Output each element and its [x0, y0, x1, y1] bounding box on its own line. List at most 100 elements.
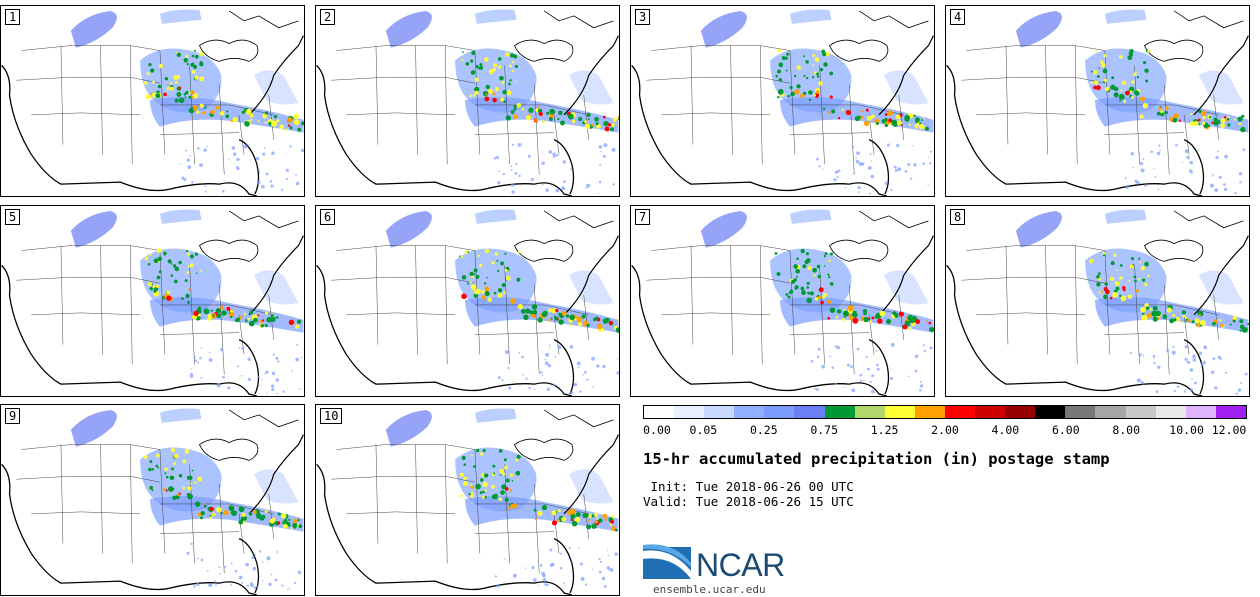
scattered-showers [185, 149, 188, 152]
convective-cell [501, 282, 506, 288]
scattered-showers [223, 565, 227, 569]
rain-shield-northwest [70, 210, 117, 248]
convective-cell [841, 108, 844, 112]
scattered-showers [537, 585, 540, 587]
scattered-showers [263, 373, 266, 375]
scattered-showers [834, 382, 838, 386]
convective-cell [485, 248, 490, 254]
scattered-showers [816, 355, 820, 359]
convective-cell [191, 70, 196, 74]
scattered-showers [583, 370, 587, 374]
convective-cell [800, 286, 805, 291]
convective-cell [1140, 306, 1146, 313]
scattered-showers [1189, 368, 1194, 372]
rain-north [159, 209, 202, 224]
convective-cell [189, 263, 194, 268]
scattered-showers [1154, 175, 1157, 178]
scattered-showers [922, 344, 925, 347]
scattered-showers [607, 554, 610, 557]
convective-cell [1105, 289, 1110, 295]
state-boundary [534, 85, 540, 175]
scattered-showers [876, 363, 879, 367]
canada-border [858, 210, 929, 229]
convective-cell [295, 324, 300, 329]
convective-cell [511, 70, 515, 73]
state-boundary [504, 65, 510, 165]
ensemble-member-panel: 10 [315, 404, 620, 596]
convective-cell [814, 297, 819, 301]
convective-cell [822, 295, 826, 299]
convective-cell [194, 252, 199, 256]
convective-cell [504, 465, 509, 470]
convective-cell [549, 117, 553, 121]
state-boundary [331, 476, 475, 483]
convective-cell [185, 90, 189, 95]
convective-cell [1155, 317, 1158, 320]
state-boundary [159, 332, 240, 335]
state-boundary [661, 312, 771, 316]
scattered-showers [200, 376, 203, 379]
rain-north [1104, 9, 1147, 24]
state-boundary [1104, 250, 1111, 355]
convective-cell [805, 60, 809, 64]
convective-cell [194, 501, 201, 507]
convective-cell [477, 254, 480, 258]
state-boundary [789, 132, 870, 135]
convective-cell [163, 251, 166, 254]
scattered-showers [186, 158, 190, 162]
scattered-showers [834, 170, 839, 174]
convective-cell [525, 115, 531, 121]
convective-cell [148, 63, 152, 67]
state-boundary [331, 77, 475, 84]
state-boundary [31, 511, 141, 515]
convective-cell [818, 287, 824, 293]
convective-cell [598, 518, 603, 523]
convective-cell [827, 316, 831, 320]
coastline [316, 463, 573, 595]
scattered-showers [541, 571, 545, 576]
scattered-showers [821, 364, 825, 369]
convective-cell [1131, 95, 1135, 99]
convective-cell [1142, 102, 1149, 109]
convective-cell [532, 310, 538, 315]
state-boundary [1104, 304, 1219, 316]
convective-cell [604, 317, 610, 323]
colorbar-swatch [794, 406, 825, 418]
convective-cell [1144, 68, 1149, 73]
convective-cell [835, 315, 839, 319]
scattered-showers [851, 388, 856, 393]
convective-cell [146, 72, 150, 76]
convective-cell [469, 281, 472, 284]
canada-border [228, 10, 299, 29]
convective-cell [197, 306, 202, 310]
convective-cell [500, 97, 505, 102]
convective-cell [611, 515, 615, 519]
convective-cell [1141, 314, 1148, 321]
colorbar-tick-label: 10.00 [1169, 423, 1204, 437]
convective-cell [466, 282, 470, 285]
convective-cell [279, 124, 285, 130]
convective-cell [157, 466, 160, 469]
convective-cell [586, 112, 591, 118]
scattered-showers [503, 558, 506, 560]
convective-cell [816, 264, 821, 269]
florida-coast [868, 339, 890, 395]
convective-cell [253, 317, 258, 323]
convective-cell [796, 257, 799, 261]
state-boundary [415, 245, 418, 355]
convective-cell [521, 107, 525, 111]
state-boundary [375, 45, 379, 145]
scattered-showers [603, 143, 608, 148]
convective-cell [264, 111, 269, 115]
colorbar-swatch [1125, 406, 1156, 418]
great-lakes [199, 39, 259, 62]
convective-cell [1142, 278, 1146, 282]
convective-cell [498, 65, 502, 69]
state-boundary [474, 104, 589, 116]
east-coast [563, 434, 619, 515]
scattered-showers [859, 373, 862, 377]
convective-cell [1146, 312, 1152, 318]
convective-cell [1149, 307, 1153, 311]
convective-cell [1093, 85, 1098, 90]
convective-cell [173, 462, 176, 465]
